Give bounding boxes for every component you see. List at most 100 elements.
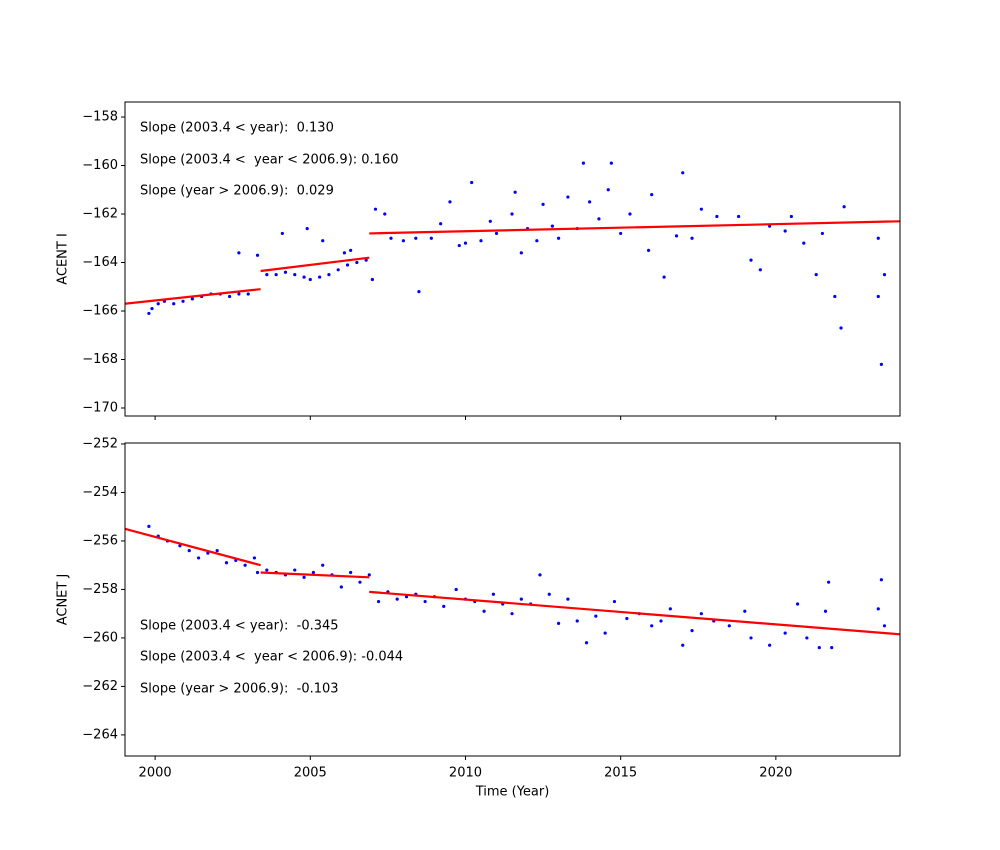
point	[749, 636, 753, 640]
fit-line	[260, 571, 370, 579]
point	[491, 592, 496, 596]
point	[389, 236, 393, 240]
point	[349, 248, 353, 252]
annotation: Slope (year > 2006.9): -0.103	[140, 682, 339, 697]
point	[876, 236, 880, 240]
point	[662, 275, 666, 279]
point	[345, 263, 350, 267]
fit-line	[369, 220, 900, 235]
point	[783, 631, 787, 635]
y-tick-label: −168	[82, 352, 118, 367]
point	[150, 306, 154, 311]
annotation: Slope (2003.4 < year): 0.130	[140, 121, 334, 136]
point	[668, 607, 672, 611]
point	[783, 229, 787, 233]
point	[327, 273, 331, 277]
point	[538, 573, 542, 577]
point	[417, 290, 421, 294]
point	[339, 585, 343, 589]
fit-line	[369, 590, 900, 636]
point	[280, 231, 284, 236]
point	[252, 556, 257, 560]
point	[367, 573, 371, 577]
point	[789, 214, 793, 219]
point	[156, 302, 160, 306]
point	[246, 292, 250, 296]
point	[876, 294, 880, 299]
x-tick-label: 2015	[604, 766, 637, 781]
point	[237, 292, 241, 296]
point	[224, 561, 229, 565]
point	[588, 200, 592, 204]
point	[603, 631, 607, 635]
fit-line	[260, 256, 370, 273]
point	[758, 268, 762, 272]
point	[355, 260, 359, 265]
point	[318, 275, 322, 279]
point	[215, 549, 219, 553]
point	[556, 621, 561, 625]
point	[255, 570, 260, 575]
point	[659, 619, 663, 623]
y-tick-label: −254	[82, 485, 118, 500]
point	[510, 612, 514, 616]
point	[178, 544, 182, 548]
point	[305, 226, 309, 231]
point	[488, 219, 492, 223]
point	[882, 624, 887, 628]
point	[768, 643, 772, 647]
point	[566, 597, 570, 601]
point	[274, 273, 278, 277]
y-tick-label: −252	[82, 436, 118, 451]
point	[293, 273, 297, 277]
point	[876, 607, 880, 611]
point	[342, 251, 347, 255]
y-tick-label: −258	[82, 582, 118, 597]
subplot: −252 −254 −256 −258 −260 −262 −264 2000 2005 2010…	[56, 436, 901, 800]
x-tick-label: 2020	[759, 766, 792, 781]
point	[556, 236, 561, 240]
point	[743, 609, 747, 613]
point	[358, 580, 362, 584]
plot-area	[125, 524, 900, 650]
y-tick-label: −170	[82, 400, 118, 415]
point	[470, 180, 474, 185]
axes-frame	[124, 442, 901, 757]
point	[727, 624, 731, 628]
y-tick-label: −260	[82, 630, 118, 645]
point	[172, 302, 176, 306]
point	[795, 602, 800, 606]
y-tick-label: −262	[82, 679, 118, 694]
point	[283, 270, 288, 274]
y-axis-label: ACNET J	[56, 574, 71, 626]
point	[699, 207, 703, 211]
point	[882, 273, 887, 277]
point	[308, 277, 312, 282]
point	[463, 241, 468, 245]
y-axis-label: ACENT I	[56, 233, 71, 285]
x-tick-label: 2010	[449, 766, 482, 781]
point	[749, 258, 753, 262]
point	[594, 614, 598, 618]
point	[681, 643, 685, 647]
point	[535, 239, 539, 243]
point	[674, 234, 679, 238]
point	[364, 258, 368, 262]
point	[454, 587, 458, 592]
point	[823, 609, 828, 613]
x-axis-label: Time (Year)	[475, 785, 550, 800]
point	[737, 214, 741, 219]
point	[336, 268, 340, 272]
point	[401, 239, 406, 243]
point	[395, 597, 399, 601]
annotation: Slope (year > 2006.9): 0.029	[140, 184, 334, 199]
point	[715, 214, 719, 219]
point	[349, 570, 353, 575]
point	[479, 239, 483, 243]
point	[584, 641, 589, 645]
point	[376, 599, 381, 604]
point	[147, 524, 151, 529]
point	[187, 549, 191, 553]
point	[550, 224, 554, 228]
point	[628, 212, 632, 216]
